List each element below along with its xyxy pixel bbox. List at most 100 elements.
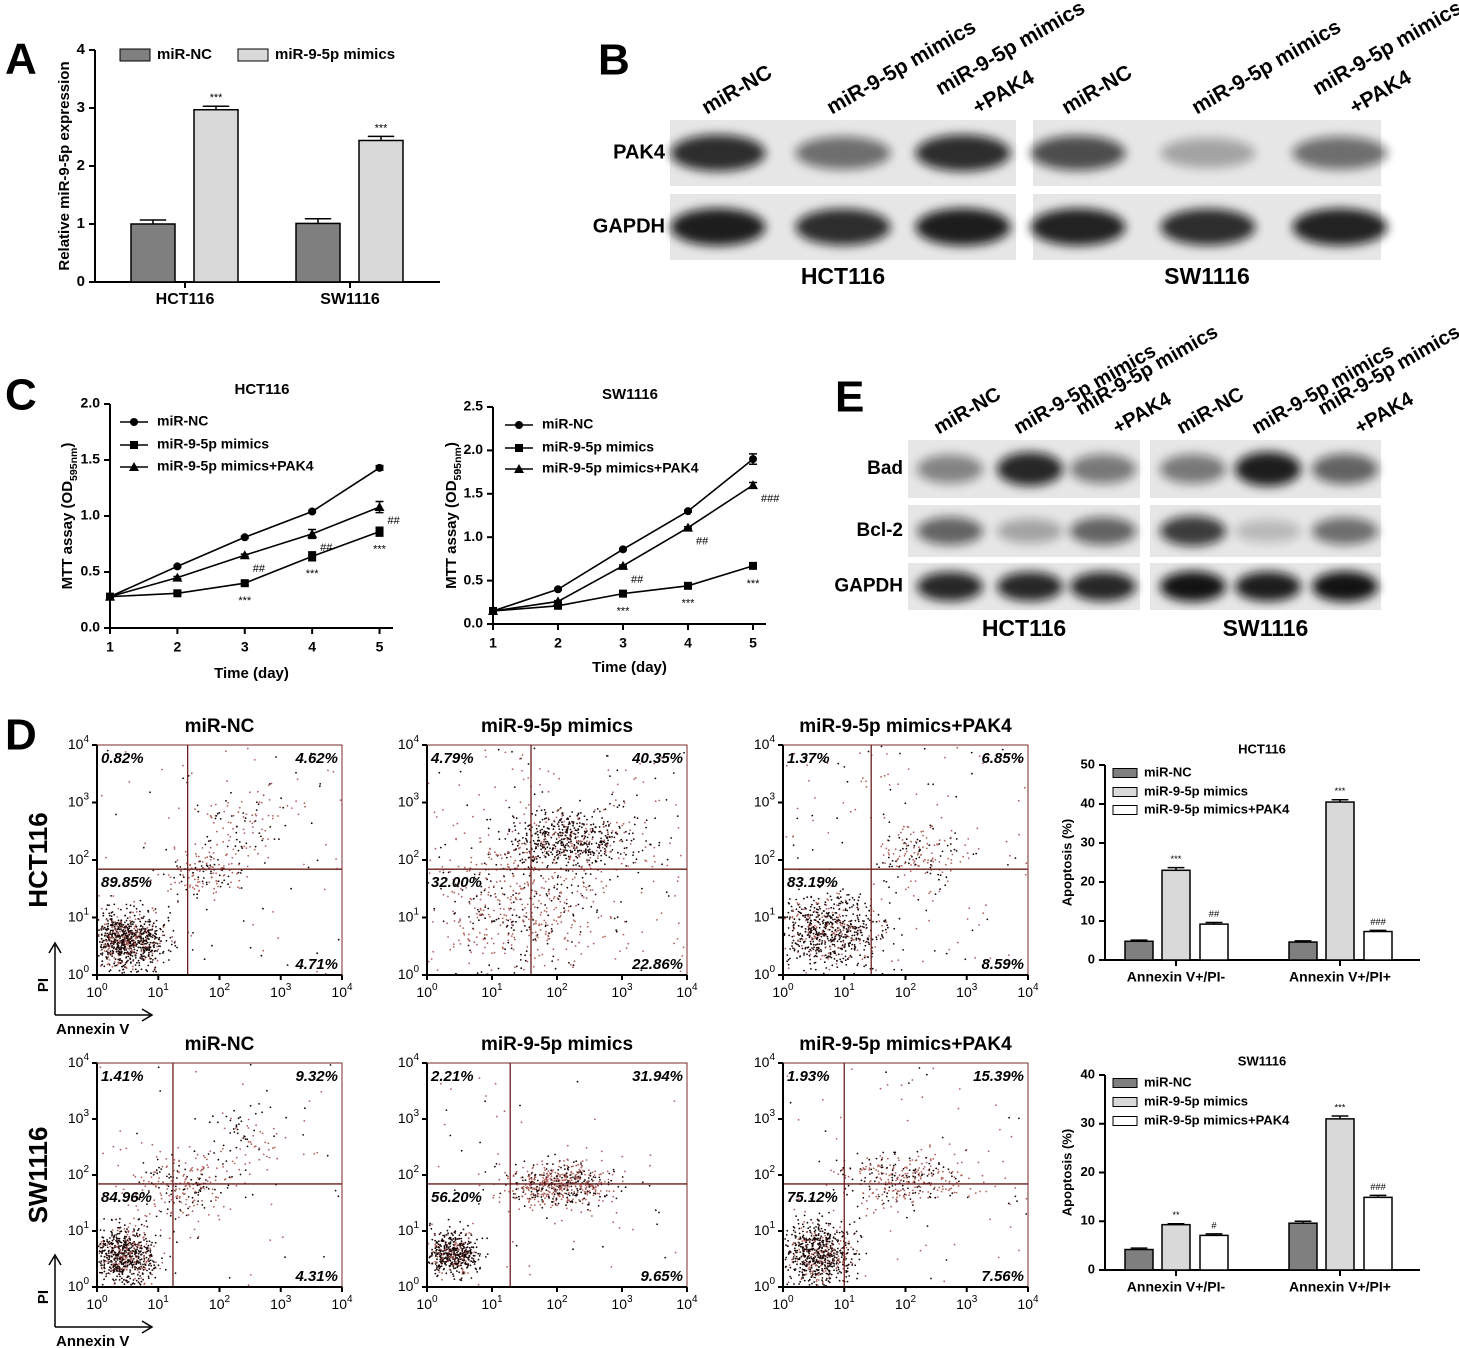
event-dot [226,853,228,856]
event-dot [138,1244,140,1247]
event-dot [546,846,549,849]
y-axis-label-part: MTT assay (OD [59,481,76,590]
event-dot [571,941,573,943]
event-dot [139,934,141,936]
event-dot [829,951,832,954]
event-dot [819,923,822,926]
event-dot [216,812,219,815]
event-dot [244,1169,247,1171]
event-dot [235,1125,238,1128]
event-dot [640,760,643,763]
marker [619,589,627,598]
event-dot [222,1144,225,1147]
event-dot [141,958,143,960]
event-dot [101,960,104,963]
event-dot [863,955,866,957]
event-dot [110,918,113,920]
event-dot [130,950,132,953]
event-dot [106,918,108,921]
event-dot [929,890,932,893]
event-dot [142,931,145,934]
event-dot [148,1264,150,1267]
event-dot [848,945,850,948]
event-dot [809,921,812,924]
legend-label: miR-9-5p mimics [1144,783,1248,798]
event-dot [257,803,260,806]
event-dot [913,862,915,864]
event-dot [567,826,570,828]
event-dot [146,970,149,973]
event-dot [589,856,592,859]
event-dot [811,814,814,817]
event-dot [514,966,516,969]
bar [1161,869,1191,961]
event-dot [128,930,131,933]
event-dot [227,802,230,804]
event-dot [798,881,801,884]
y-axis-label: Relative miR-9-5p expression [56,61,73,270]
event-dot [113,941,116,944]
event-dot [137,959,140,962]
event-dot [546,924,549,927]
event-dot [436,969,439,971]
event-dot [571,842,573,845]
event-dot [536,809,538,812]
event-dot [842,957,845,960]
event-dot [533,879,536,881]
event-dot [837,929,839,932]
event-dot [851,943,854,946]
event-dot [621,824,624,827]
event-dot [271,815,274,817]
event-dot [219,818,222,820]
event-dot [156,942,159,945]
blot-band [1070,454,1136,484]
event-dot [825,907,828,910]
event-dot [273,838,276,840]
event-dot [122,933,124,936]
event-dot [559,807,562,809]
event-dot [547,790,550,793]
event-dot [140,924,143,927]
event-dot [459,925,462,927]
event-dot [819,949,822,951]
event-dot [217,858,219,861]
event-dot [576,829,578,832]
event-dot [825,956,828,959]
event-dot [160,1210,162,1213]
event-dot [576,822,578,825]
event-dot [505,799,507,802]
event-dot [564,909,566,912]
event-dot [859,929,862,932]
event-dot [603,822,605,824]
event-dot [123,931,126,933]
event-dot [111,934,113,936]
event-dot [931,865,933,867]
legend-swatch [1112,1097,1138,1107]
event-dot [532,840,535,842]
event-dot [922,960,924,963]
event-dot [856,914,859,917]
error-bar [1130,1247,1148,1250]
event-dot [504,838,507,840]
event-dot [238,879,241,882]
event-dot [111,946,113,949]
tick-exponent: 4 [83,734,89,745]
event-dot [115,940,118,943]
event-dot [190,934,193,937]
event-dot [560,842,562,844]
event-dot [216,843,219,846]
event-dot [183,1181,186,1183]
event-dot [108,935,111,938]
event-dot [102,1236,105,1239]
event-dot [913,851,916,854]
event-dot [846,909,849,912]
event-dot [316,952,318,955]
event-dot [613,836,616,839]
event-dot [560,914,562,917]
event-dot [858,929,860,932]
event-dot [566,831,568,834]
event-dot [926,842,929,845]
event-dot [551,823,553,826]
event-dot [893,968,896,971]
event-dot [206,1180,209,1183]
